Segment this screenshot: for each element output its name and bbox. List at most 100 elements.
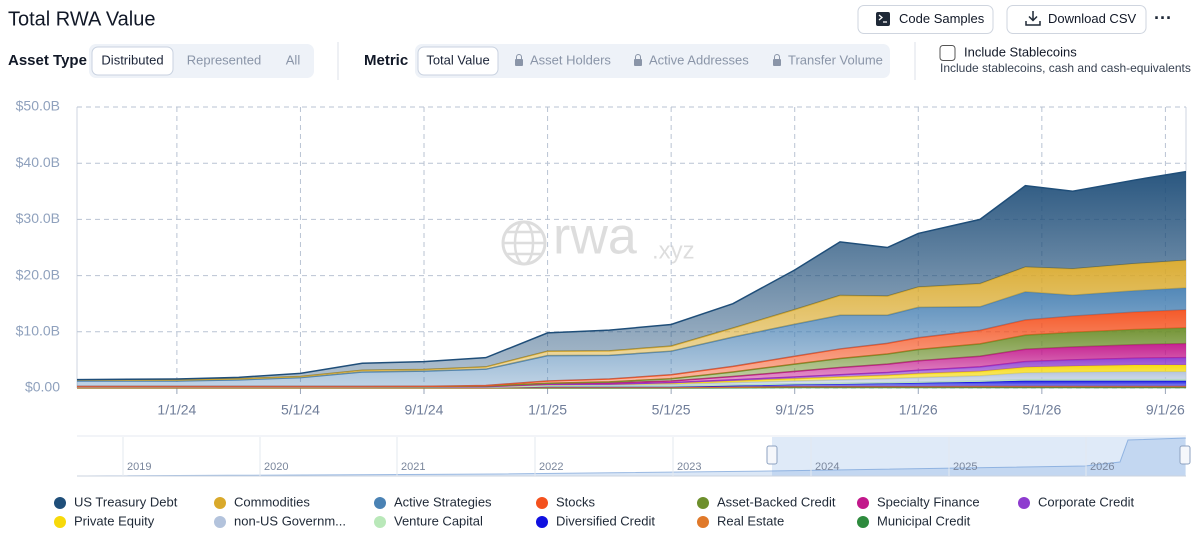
option[interactable]: Total Value	[426, 52, 489, 67]
x-tick-label: 5/1/26	[1022, 402, 1061, 418]
area	[77, 380, 1186, 388]
terminal-glyph	[878, 14, 887, 23]
area	[77, 171, 1186, 380]
x-tick-label: 9/1/25	[775, 402, 814, 418]
legend-item[interactable]: US Treasury Debt	[54, 494, 178, 509]
navigator-year: 2025	[953, 461, 977, 473]
plot-areas	[76, 170, 1187, 389]
legend-swatch	[1018, 497, 1030, 509]
button-label[interactable]: Download CSV	[1048, 11, 1136, 26]
checkbox-label[interactable]: Include Stablecoins	[964, 44, 1077, 59]
legend-item[interactable]: Private Equity	[54, 513, 155, 528]
lock-icons	[515, 54, 781, 66]
area	[77, 327, 1186, 387]
legend-swatch	[54, 516, 66, 528]
x-tick-label: 5/1/25	[652, 402, 691, 418]
y-tick-label: $10.0B	[16, 323, 60, 339]
lock-shackle	[635, 54, 641, 59]
legend-label: US Treasury Debt	[74, 494, 178, 509]
x-tick-label: 1/1/26	[899, 402, 938, 418]
legend-swatch	[536, 497, 548, 509]
y-tick-label: $30.0B	[16, 210, 60, 226]
checkbox[interactable]	[939, 45, 956, 61]
selected-option[interactable]	[417, 46, 499, 76]
navigator-year: 2021	[401, 461, 425, 473]
button-frame[interactable]	[1006, 5, 1147, 34]
legend-item[interactable]: Diversified Credit	[536, 513, 655, 528]
legend-swatch	[374, 516, 386, 528]
navigator-year: 2019	[127, 461, 151, 473]
option[interactable]: Active Addresses	[649, 52, 749, 67]
area	[77, 287, 1186, 387]
navigator-area	[86, 438, 1186, 476]
area-line	[76, 170, 1187, 381]
area	[77, 371, 1186, 388]
legend-item[interactable]: Venture Capital	[374, 513, 483, 528]
legend-label: Venture Capital	[394, 513, 483, 528]
x-tick-label: 9/1/26	[1146, 402, 1185, 418]
navigator-year: 2026	[1090, 461, 1114, 473]
legend-item[interactable]: non-US Governm...	[214, 513, 346, 528]
x-tick-label: 1/1/25	[528, 402, 567, 418]
legend-swatch	[697, 516, 709, 528]
legend-item[interactable]: Specialty Finance	[857, 494, 980, 509]
navigator-year: 2024	[815, 461, 839, 473]
option[interactable]: Represented	[187, 52, 261, 67]
navigator-handle[interactable]	[1179, 445, 1191, 465]
watermark-globe	[513, 220, 535, 266]
option[interactable]: Asset Holders	[530, 52, 611, 67]
terminal-icon	[876, 12, 890, 26]
watermark-text: .xyz	[652, 237, 695, 264]
legend-item[interactable]: Municipal Credit	[857, 513, 971, 528]
legend-item[interactable]: Corporate Credit	[1018, 494, 1134, 509]
navigator-handle[interactable]	[766, 445, 778, 465]
code-samples-button[interactable]: Code Samples	[857, 5, 994, 34]
legend-label: Diversified Credit	[556, 513, 655, 528]
watermark-text: rwa	[553, 208, 637, 266]
lock-shackle	[774, 54, 780, 59]
legend-label: non-US Governm...	[234, 513, 346, 528]
legend-label: Asset-Backed Credit	[717, 494, 836, 509]
lock-icon	[634, 59, 642, 66]
legend-swatch	[536, 516, 548, 528]
area	[77, 364, 1186, 387]
navigator-year: 2022	[539, 461, 563, 473]
button-frame[interactable]	[857, 5, 994, 34]
x-tick-label: 9/1/24	[405, 402, 444, 418]
legend-label: Municipal Credit	[877, 513, 971, 528]
lock-icon	[515, 59, 523, 66]
navigator-year: 2023	[677, 461, 701, 473]
y-tick-label: $20.0B	[16, 266, 60, 282]
navigator-selection[interactable]	[772, 437, 1185, 476]
option[interactable]: All	[286, 52, 301, 67]
download-csv-button[interactable]: Download CSV	[1006, 5, 1147, 34]
legend-swatch	[214, 497, 226, 509]
option[interactable]: Transfer Volume	[788, 52, 883, 67]
area	[77, 379, 1186, 388]
legend-label: Stocks	[556, 494, 596, 509]
watermark: rwa .xyz	[501, 208, 695, 266]
button-label[interactable]: Code Samples	[899, 11, 985, 26]
selected-option[interactable]	[91, 46, 174, 76]
option[interactable]: Distributed	[101, 52, 163, 67]
watermark-globe	[501, 220, 547, 266]
more-menu[interactable]: ···	[1154, 8, 1172, 28]
legend-item[interactable]: Real Estate	[697, 513, 784, 528]
lock-icon	[773, 59, 781, 66]
legend-item[interactable]: Stocks	[536, 494, 596, 509]
download-icon	[1025, 11, 1041, 26]
x-tick-label: 5/1/24	[281, 402, 320, 418]
legend-label: Specialty Finance	[877, 494, 980, 509]
legend-label: Private Equity	[74, 513, 155, 528]
legend-swatch	[54, 497, 66, 509]
legend-item[interactable]: Active Strategies	[374, 494, 492, 509]
legend-item[interactable]: Commodities	[214, 494, 310, 509]
legend-label: Real Estate	[717, 513, 784, 528]
legend-swatch	[214, 516, 226, 528]
navigator[interactable]	[77, 435, 1191, 477]
legend-label: Corporate Credit	[1038, 494, 1134, 509]
legend-label: Active Strategies	[394, 494, 492, 509]
legend-item[interactable]: Asset-Backed Credit	[697, 494, 836, 509]
navigator-year: 2020	[264, 461, 288, 473]
